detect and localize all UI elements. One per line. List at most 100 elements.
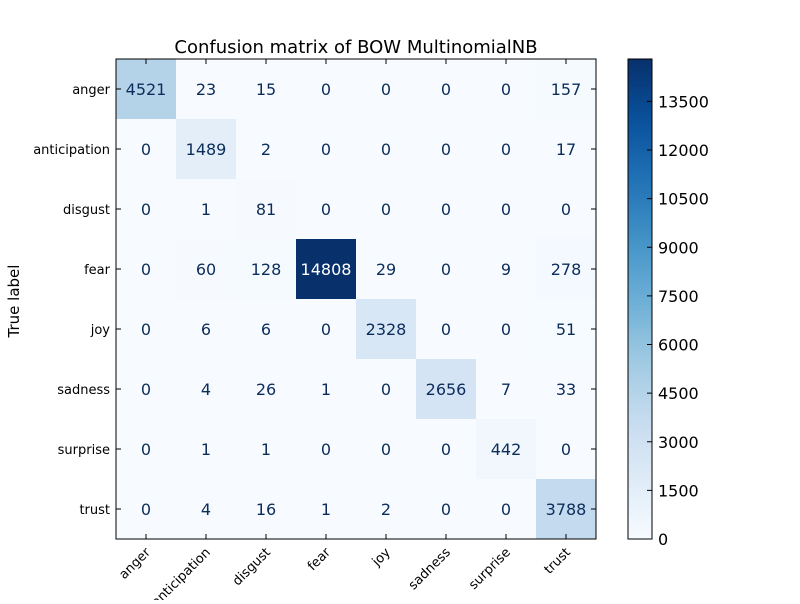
cell-value-label: 0 bbox=[321, 200, 331, 219]
heatmap-cell-anger-surprise bbox=[476, 59, 536, 119]
cell-value-label: 2328 bbox=[366, 320, 407, 339]
cell-value-label: 81 bbox=[256, 200, 276, 219]
cell-value-label: 2656 bbox=[426, 380, 467, 399]
heatmap-cell-sadness-sadness bbox=[416, 359, 476, 419]
colorbar-tick-label: 9000 bbox=[658, 238, 699, 257]
heatmap-cell-sadness-joy bbox=[356, 359, 416, 419]
cell-value-label: 0 bbox=[501, 140, 511, 159]
heatmap-cell-fear-anticipation bbox=[176, 239, 236, 299]
cell-value-label: 0 bbox=[141, 500, 151, 519]
heatmap-cell-fear-fear bbox=[296, 239, 356, 299]
cell-value-label: 0 bbox=[441, 260, 451, 279]
row-tick-label: surprise bbox=[58, 443, 110, 458]
row-tick-label: anticipation bbox=[33, 143, 110, 158]
heatmap-cell-disgust-surprise bbox=[476, 179, 536, 239]
cell-value-label: 33 bbox=[556, 380, 576, 399]
row-tick-label: joy bbox=[90, 323, 111, 338]
cell-value-label: 0 bbox=[501, 200, 511, 219]
heatmap-cell-trust-joy bbox=[356, 479, 416, 539]
cell-value-label: 1 bbox=[201, 200, 211, 219]
heatmap-cell-surprise-disgust bbox=[236, 419, 296, 479]
cell-value-label: 14808 bbox=[301, 260, 352, 279]
cell-value-label: 0 bbox=[441, 200, 451, 219]
heatmap-cell-anticipation-joy bbox=[356, 119, 416, 179]
cell-value-label: 0 bbox=[561, 200, 571, 219]
heatmap-cell-sadness-fear bbox=[296, 359, 356, 419]
cell-value-label: 51 bbox=[556, 320, 576, 339]
cell-value-label: 0 bbox=[141, 200, 151, 219]
colorbar-tick-label: 12000 bbox=[658, 141, 709, 160]
cell-value-label: 2 bbox=[261, 140, 271, 159]
cell-value-label: 0 bbox=[321, 140, 331, 159]
row-tick-label: trust bbox=[79, 503, 110, 518]
heatmap-cell-sadness-disgust bbox=[236, 359, 296, 419]
cell-value-label: 0 bbox=[501, 80, 511, 99]
cell-value-label: 15 bbox=[256, 80, 276, 99]
colorbar-tick-label: 0 bbox=[658, 530, 668, 549]
cell-value-label: 4 bbox=[201, 500, 211, 519]
column-tick-label: surprise bbox=[466, 545, 514, 593]
chart-title: Confusion matrix of BOW MultinomialNB bbox=[174, 37, 537, 58]
heatmap-cell-anger-trust bbox=[536, 59, 596, 119]
heatmap-cell-anger-sadness bbox=[416, 59, 476, 119]
cell-value-label: 0 bbox=[561, 440, 571, 459]
column-tick-label: disgust bbox=[230, 545, 274, 589]
heatmap-cell-joy-joy bbox=[356, 299, 416, 359]
colorbar-tick-label: 6000 bbox=[658, 336, 699, 355]
row-tick-label: disgust bbox=[63, 203, 110, 218]
cell-value-label: 3788 bbox=[546, 500, 587, 519]
cell-value-label: 6 bbox=[201, 320, 211, 339]
heatmap-cell-anticipation-trust bbox=[536, 119, 596, 179]
cell-value-label: 0 bbox=[141, 380, 151, 399]
heatmap-cell-joy-anticipation bbox=[176, 299, 236, 359]
heatmap-cell-surprise-surprise bbox=[476, 419, 536, 479]
cell-value-label: 0 bbox=[501, 500, 511, 519]
heatmap-cell-anticipation-sadness bbox=[416, 119, 476, 179]
cell-value-label: 9 bbox=[501, 260, 511, 279]
heatmap-cell-joy-surprise bbox=[476, 299, 536, 359]
row-tick-label: anger bbox=[72, 83, 110, 98]
heatmap-cell-fear-trust bbox=[536, 239, 596, 299]
colorbar-tick-labels: 0 1500 3000 4500 6000 7500 9000 10500 12000 13500 bbox=[647, 92, 709, 549]
heatmap-cell-surprise-sadness bbox=[416, 419, 476, 479]
colorbar-tick-label: 3000 bbox=[658, 433, 699, 452]
heatmap-cell-anticipation-fear bbox=[296, 119, 356, 179]
cell-value-label: 1 bbox=[321, 380, 331, 399]
cell-value-label: 128 bbox=[251, 260, 282, 279]
cell-value-label: 1 bbox=[261, 440, 271, 459]
column-tick-label: anger bbox=[116, 545, 154, 583]
heatmap-cell-joy-trust bbox=[536, 299, 596, 359]
cell-value-label: 0 bbox=[441, 140, 451, 159]
cell-value-label: 1 bbox=[201, 440, 211, 459]
heatmap-cell-fear-joy bbox=[356, 239, 416, 299]
cell-value-label: 29 bbox=[376, 260, 396, 279]
heatmap-cell-fear-sadness bbox=[416, 239, 476, 299]
cell-value-label: 0 bbox=[321, 320, 331, 339]
heatmap-cell-surprise-trust bbox=[536, 419, 596, 479]
heatmap-cell-anger-joy bbox=[356, 59, 416, 119]
cell-value-label: 0 bbox=[381, 380, 391, 399]
column-tick-label: joy bbox=[369, 545, 394, 570]
heatmap-cell-surprise-fear bbox=[296, 419, 356, 479]
heatmap-cell-anticipation-anticipation bbox=[176, 119, 236, 179]
cell-value-label: 17 bbox=[556, 140, 576, 159]
heatmap-cell-anticipation-anger bbox=[116, 119, 176, 179]
column-tick-label: anticipation bbox=[149, 545, 214, 600]
cell-value-label: 6 bbox=[261, 320, 271, 339]
heatmap-cell-disgust-fear bbox=[296, 179, 356, 239]
cell-value-label: 4 bbox=[201, 380, 211, 399]
cell-value-label: 0 bbox=[141, 140, 151, 159]
cell-value-label: 0 bbox=[441, 500, 451, 519]
cell-value-label: 442 bbox=[491, 440, 522, 459]
colorbar-tick-label: 13500 bbox=[658, 92, 709, 111]
cell-value-label: 0 bbox=[141, 320, 151, 339]
colorbar-tick-label: 10500 bbox=[658, 190, 709, 209]
cell-value-label: 157 bbox=[551, 80, 582, 99]
heatmap-cell-trust-surprise bbox=[476, 479, 536, 539]
cell-value-label: 0 bbox=[501, 320, 511, 339]
heatmap-cell-disgust-sadness bbox=[416, 179, 476, 239]
cell-value-label: 0 bbox=[141, 440, 151, 459]
heatmap-cell-fear-surprise bbox=[476, 239, 536, 299]
